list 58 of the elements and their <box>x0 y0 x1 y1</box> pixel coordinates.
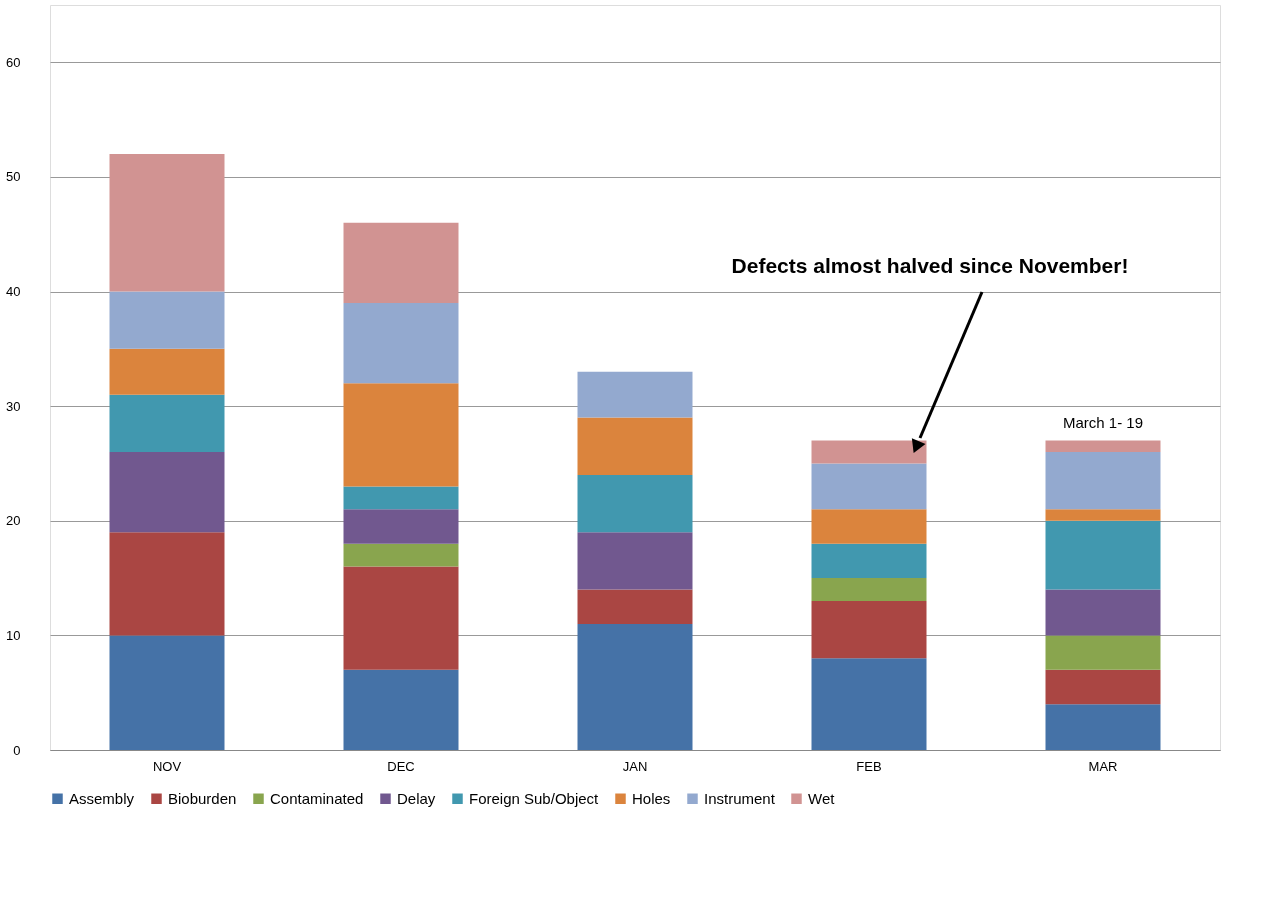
bar <box>577 417 693 475</box>
bar <box>109 452 225 533</box>
bar <box>811 543 927 579</box>
bar <box>1045 704 1161 750</box>
legend-label: Contaminated <box>270 789 364 807</box>
bar <box>109 154 225 292</box>
bar <box>343 543 459 567</box>
y-tick-label: 60 <box>6 54 21 70</box>
x-tick-label: FEB <box>856 758 882 774</box>
bar <box>811 578 927 601</box>
bar <box>577 589 693 624</box>
bar <box>811 509 927 544</box>
legend-label: Delay <box>397 789 436 807</box>
bar <box>343 509 459 544</box>
y-tick-label: 40 <box>6 284 21 300</box>
bar <box>343 486 459 510</box>
bar <box>109 291 225 349</box>
bar <box>1045 440 1161 452</box>
legend-label: Foreign Sub/Object <box>469 789 600 807</box>
y-tick-label: 10 <box>6 627 21 643</box>
y-tick-label: 20 <box>6 513 21 529</box>
bar <box>1045 452 1161 510</box>
bar <box>1045 589 1161 636</box>
bar <box>1045 520 1161 590</box>
y-tick-label: 50 <box>6 169 21 185</box>
legend-label: Wet <box>808 789 836 807</box>
annotation: March 1- 19 <box>1062 413 1144 431</box>
bar <box>109 394 225 452</box>
bar <box>577 474 693 533</box>
bar <box>109 348 225 395</box>
legend-label: Assembly <box>69 789 135 807</box>
y-tick-label: 30 <box>6 398 21 414</box>
bar <box>811 658 927 750</box>
y-tick-label: 0 <box>13 742 21 758</box>
bar <box>1045 635 1161 670</box>
bar <box>1045 509 1161 521</box>
bar <box>1045 669 1161 705</box>
bar <box>577 371 693 418</box>
x-tick-label: MAR <box>1088 758 1118 774</box>
bar <box>343 383 459 487</box>
bar <box>811 440 927 464</box>
x-tick-label: NOV <box>152 758 182 774</box>
bar <box>343 222 459 303</box>
bar <box>343 566 459 670</box>
bar <box>577 532 693 590</box>
bar <box>811 601 927 659</box>
annotation: Defects almost halved since November! <box>731 254 1129 277</box>
x-tick-label: JAN <box>622 758 648 774</box>
legend-label: Holes <box>632 789 671 807</box>
bar <box>109 532 225 636</box>
bar <box>343 669 459 750</box>
bar <box>811 463 927 510</box>
legend-label: Instrument <box>704 789 776 807</box>
x-tick-label: DEC <box>387 758 415 774</box>
bar <box>109 635 225 750</box>
bar <box>343 303 459 384</box>
legend-label: Bioburden <box>168 789 237 807</box>
bar <box>577 623 693 750</box>
